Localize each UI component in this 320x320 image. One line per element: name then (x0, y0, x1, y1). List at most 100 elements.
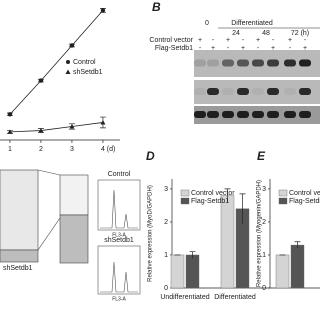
blot-band (252, 88, 264, 95)
y-tick-label: 0 (164, 285, 168, 292)
blot-sign: - (227, 45, 230, 52)
marker (38, 128, 44, 133)
marker (38, 78, 44, 83)
blot-time: 24 (232, 30, 240, 37)
series-line (9, 122, 103, 133)
x-tick-label: Differentiated (214, 294, 256, 301)
legend-label: Flag-Setdb1 (289, 198, 320, 205)
blot-band (252, 111, 264, 118)
blot-band (237, 88, 249, 95)
blot-sign: + (288, 37, 292, 44)
blot-band (299, 111, 311, 118)
blot-band (284, 88, 296, 95)
bar (275, 254, 290, 289)
y-tick-label: 1 (262, 252, 266, 259)
blot-band (284, 59, 296, 67)
error-bar (224, 188, 231, 203)
blot-row-label: Control vector (149, 37, 193, 44)
blot-band (284, 111, 296, 118)
blot-sign: - (257, 45, 260, 52)
bar (170, 254, 185, 289)
blot-time: 48 (262, 30, 270, 37)
blot-sign: + (303, 45, 307, 52)
blot-band (299, 88, 311, 95)
blot-sign: - (304, 37, 307, 44)
x-tick-label: 4 (d) (101, 146, 115, 153)
blot-sign: - (199, 45, 202, 52)
y-tick-label: 0 (262, 285, 266, 292)
blot-band (194, 59, 206, 67)
marker (100, 119, 106, 125)
blot-band (222, 88, 234, 95)
blot-band (299, 59, 311, 67)
blot-sign: + (271, 45, 275, 52)
blot-sign: + (198, 37, 202, 44)
legend-label: shSetdb1 (73, 69, 103, 76)
blot-band (194, 111, 206, 118)
legend-marker (65, 69, 71, 74)
error-bar (294, 241, 301, 249)
y-tick-label: 2 (262, 219, 266, 226)
blot-sign: - (272, 37, 275, 44)
blot-band (222, 111, 234, 118)
x-tick-label: 2 (39, 146, 43, 153)
marker (7, 129, 13, 134)
blot-time: 72 (h) (291, 30, 309, 37)
blot-band (237, 59, 249, 67)
legend-swatch (180, 189, 190, 197)
y-axis-label: Relative expression (MyoD/GAPDH) (148, 185, 154, 282)
flow-plots (97, 179, 141, 295)
blot-band (207, 59, 219, 67)
blot-band (207, 111, 219, 118)
blot-group: Differentiated (231, 20, 273, 27)
blot-band (194, 88, 206, 95)
blot-band (267, 111, 279, 118)
blot-band (237, 111, 249, 118)
blot-sign: - (289, 45, 292, 52)
y-axis-label: Relative expression (Myogenin/GAPDH) (257, 180, 263, 287)
legend-label: Control (73, 59, 96, 66)
panel-label: E (257, 149, 266, 163)
x-tick-label: 3 (70, 146, 74, 153)
blot-band (267, 88, 279, 95)
legend-label: Flag-Setdb1 (191, 198, 229, 205)
legend-swatch (278, 189, 288, 197)
y-tick-label: 3 (164, 186, 168, 193)
series-line (9, 10, 104, 115)
blot-sign: + (241, 45, 245, 52)
legend-swatch (278, 197, 288, 205)
blot-band (267, 59, 279, 67)
marker (69, 124, 75, 129)
blot-band (252, 59, 264, 67)
legend-marker (66, 60, 70, 64)
error-bar (189, 251, 196, 259)
stacked-label: shSetdb1 (3, 265, 33, 272)
blot-band (222, 59, 234, 67)
x-tick-label: Undifferentiated (160, 294, 209, 301)
stacked-bar (0, 169, 89, 264)
marker (100, 8, 106, 13)
flow-xlabel: FL3-A (112, 296, 126, 302)
blot-band (207, 88, 219, 95)
flow-title: shSetdb1 (104, 237, 134, 244)
legend-label: Control vector (191, 190, 235, 197)
flow-title: Control (108, 171, 131, 178)
blot-sign: + (211, 45, 215, 52)
y-tick-label: 1 (164, 252, 168, 259)
bar (290, 244, 305, 289)
panel-label: B (152, 0, 161, 14)
blot-sign: + (256, 37, 260, 44)
x-tick-label: 1 (8, 146, 12, 153)
marker (69, 43, 75, 48)
flow-xlabel: FL3-A (112, 232, 126, 238)
legend-swatch (180, 197, 190, 205)
blot-sign: + (226, 37, 230, 44)
y-tick-label: 2 (164, 219, 168, 226)
blot-sign: - (242, 37, 245, 44)
blot-time: 0 (205, 20, 209, 27)
legend-label: Control vector (289, 190, 320, 197)
y-tick-label: 3 (262, 186, 266, 193)
bar (220, 195, 235, 289)
blot (194, 50, 320, 124)
